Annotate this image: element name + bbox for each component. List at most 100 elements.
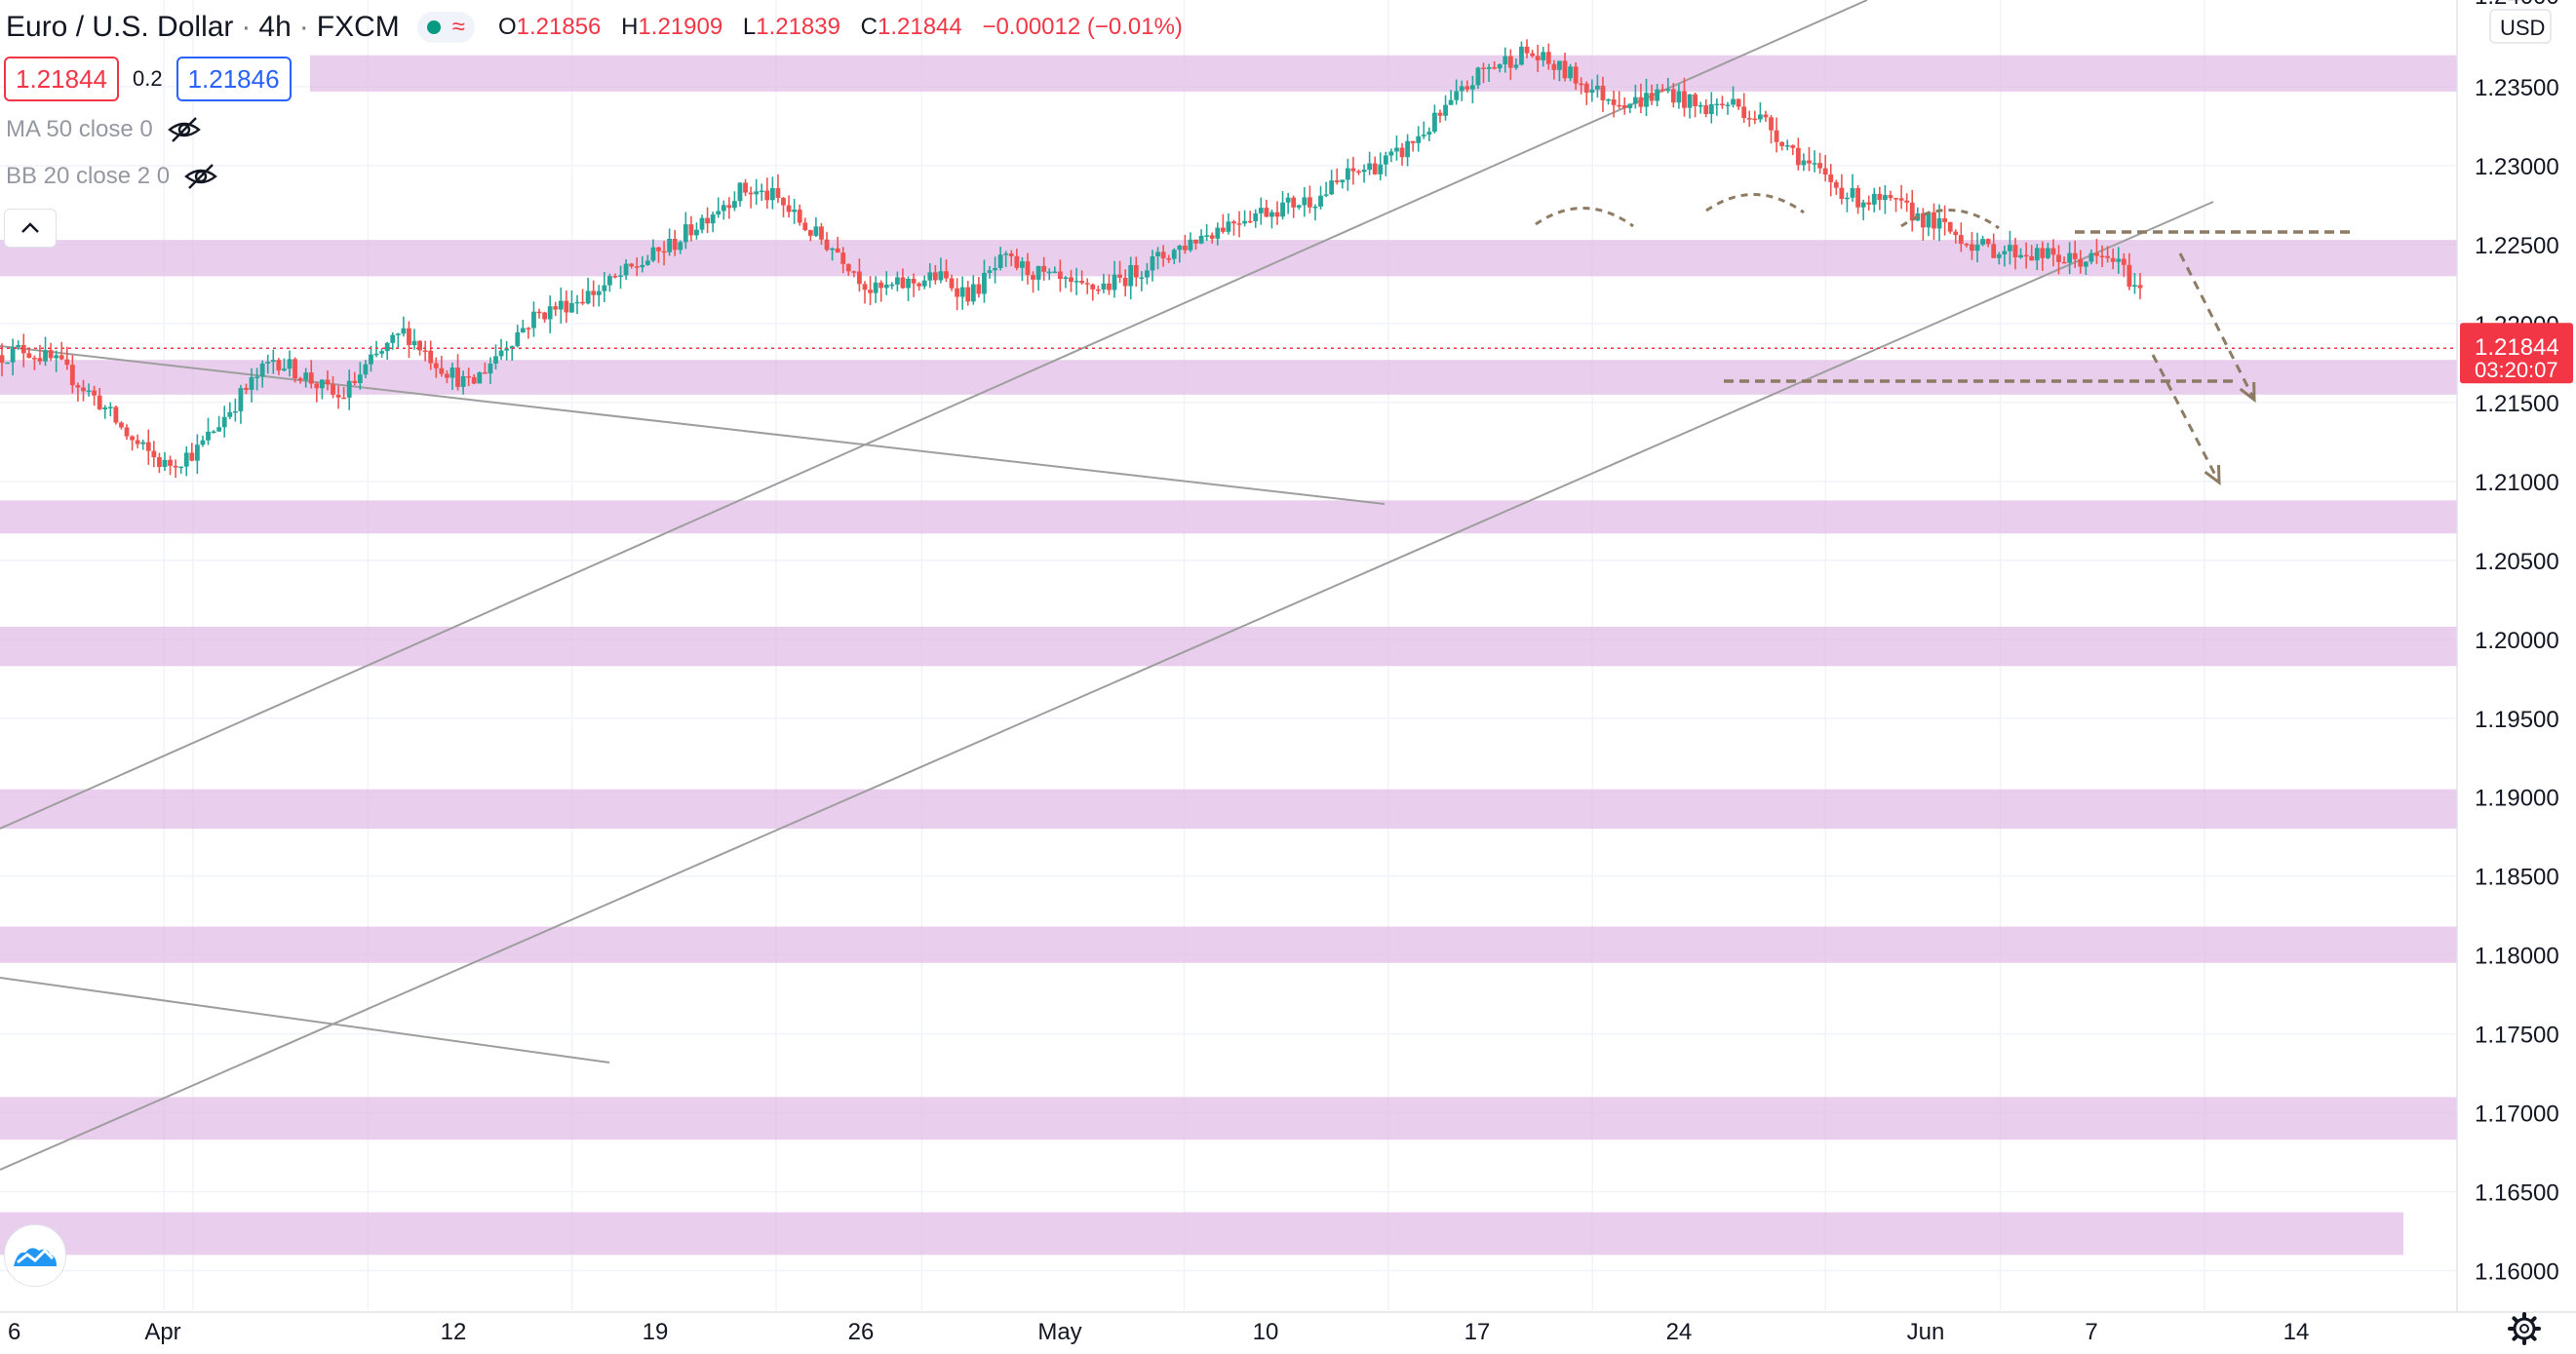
candle-body <box>1855 187 1860 208</box>
candle-body <box>921 280 927 287</box>
candle-body <box>1545 52 1551 64</box>
candle-body <box>585 290 591 304</box>
candle-body <box>1731 98 1736 105</box>
candle-body <box>1953 231 1959 236</box>
candle-body <box>64 359 70 366</box>
candle-body <box>1215 227 1221 239</box>
candle-body <box>1095 289 1101 291</box>
candle-body <box>748 192 754 195</box>
indicator-ma[interactable]: MA 50 close 0 <box>6 115 202 144</box>
candle-body <box>1698 104 1703 107</box>
candle-body <box>1285 197 1291 203</box>
candle-body <box>743 182 748 193</box>
candle-body <box>840 252 846 264</box>
candle-body <box>0 355 5 364</box>
candle-body <box>1583 83 1589 94</box>
candle-body <box>656 247 661 251</box>
candle-body <box>1063 277 1069 280</box>
candle-body <box>2040 248 2046 258</box>
candle-body <box>1752 118 1758 121</box>
candle-body <box>97 395 102 409</box>
candle-body <box>873 282 878 293</box>
candle-body <box>911 278 917 284</box>
price-tick-label: 1.21000 <box>2475 470 2559 496</box>
currency-label: USD <box>2500 16 2545 40</box>
support-resistance-zones <box>0 55 2457 1256</box>
candle-body <box>16 344 21 347</box>
candle-body <box>1340 179 1346 183</box>
sell-price-button[interactable]: 1.21844 <box>4 57 119 101</box>
candle-body <box>1220 227 1226 232</box>
candle-body <box>1361 170 1367 173</box>
candle-body <box>1003 253 1009 255</box>
interval-label[interactable]: 4h <box>258 11 292 43</box>
candle-body <box>2099 255 2105 258</box>
buy-price-button[interactable]: 1.21846 <box>176 57 292 101</box>
candle-body <box>1519 46 1524 65</box>
price-tick-label: 1.17000 <box>2475 1102 2559 1128</box>
candle-body <box>140 442 146 445</box>
candle-body <box>1350 168 1356 172</box>
candle-body <box>1524 46 1530 54</box>
symbol-name[interactable]: Euro / U.S. Dollar <box>6 11 234 43</box>
candle-body <box>938 271 944 281</box>
tradingview-logo-icon <box>14 1248 57 1266</box>
candle-body <box>667 238 673 252</box>
candle-body <box>650 247 656 261</box>
candle-body <box>1600 85 1606 100</box>
candle-body <box>168 459 173 466</box>
eye-off-icon[interactable] <box>167 115 202 144</box>
indicator-bb[interactable]: BB 20 close 2 0 <box>6 162 218 191</box>
candle-body <box>721 205 726 212</box>
candle-body <box>1513 64 1519 68</box>
candle-body <box>2083 261 2088 267</box>
candle-body <box>1503 56 1508 65</box>
candle-body <box>509 346 515 349</box>
separator-dot: · <box>298 11 309 43</box>
candle-body <box>1394 147 1399 152</box>
candle-body <box>1795 147 1801 166</box>
candle-body <box>2137 285 2143 289</box>
currency-button <box>2489 9 2552 44</box>
candle-body <box>1757 114 1763 120</box>
candle-body <box>927 272 933 281</box>
time-tick-label: 12 <box>441 1319 467 1345</box>
candle-body <box>1828 174 1834 182</box>
candle-body <box>1405 140 1410 158</box>
candle-body <box>422 350 428 352</box>
candle-body <box>1128 264 1134 287</box>
candle-body <box>293 359 297 379</box>
market-open-icon <box>426 20 441 34</box>
collapse-legend-button[interactable] <box>4 209 57 248</box>
time-tick-label: 7 <box>2085 1319 2097 1345</box>
candle-body <box>439 368 445 374</box>
candle-body <box>1562 60 1568 79</box>
price-zone <box>0 240 2457 277</box>
candle-body <box>1833 181 1839 188</box>
time-tick-label: Jun <box>1907 1319 1945 1345</box>
eye-off-icon[interactable] <box>183 162 218 191</box>
market-status-pill[interactable]: ≈ <box>416 12 475 43</box>
candle-body <box>965 287 971 302</box>
candle-body <box>162 459 168 467</box>
settings-gear-icon[interactable] <box>2508 1312 2541 1345</box>
tradingview-logo[interactable] <box>4 1224 66 1287</box>
candle-body <box>1204 235 1210 237</box>
price-zone <box>0 360 2457 395</box>
last-price-value: 1.21844 <box>2475 334 2559 361</box>
candle-body <box>764 190 770 201</box>
candle-body <box>900 277 906 289</box>
candle-body <box>2132 285 2137 288</box>
price-tick-label: 1.22500 <box>2475 233 2559 259</box>
candle-body <box>1611 98 1617 105</box>
candle-body <box>1801 160 1807 166</box>
candle-body <box>1964 244 1970 246</box>
candle-body <box>845 263 851 272</box>
price-tick-label: 1.16500 <box>2475 1180 2559 1207</box>
candle-body <box>955 288 960 297</box>
time-tick-label: 26 <box>848 1319 875 1345</box>
candle-body <box>672 238 678 251</box>
candle-body <box>2110 257 2116 262</box>
